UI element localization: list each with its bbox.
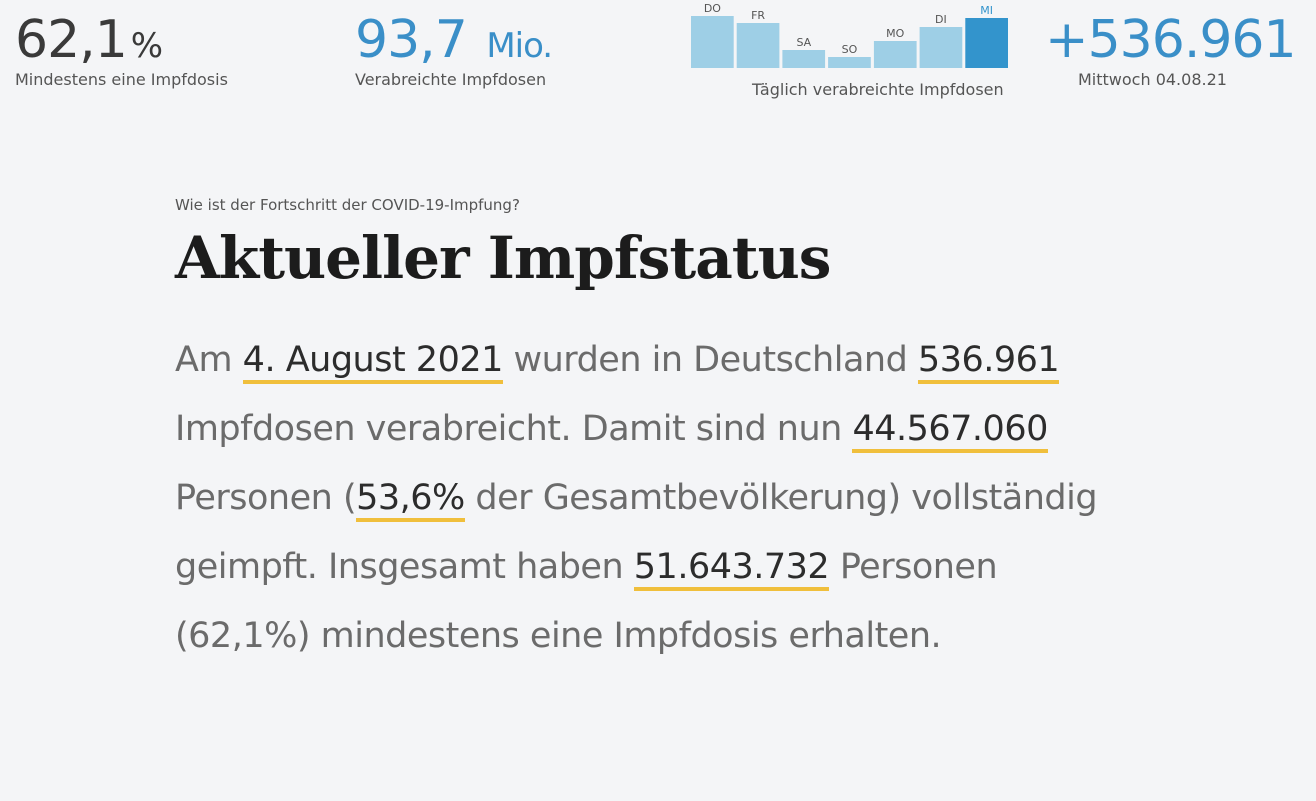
first-dose-value-row: 62,1% (15, 14, 228, 66)
bar-sa (782, 50, 826, 68)
bar-fr (736, 23, 780, 68)
highlight-doses-today: 536.961 (917, 340, 1060, 384)
today-doses-value: +536.961 (1045, 10, 1297, 70)
bar-label-mo: MO (886, 27, 904, 40)
summary-text: der Gesamtbevölkerung) vollständig geimp… (175, 478, 1098, 587)
today-date-label: Mittwoch 04.08.21 (1078, 70, 1227, 89)
summary-text: wurden in Deutschland (502, 340, 918, 380)
highlight-first-dose-count: 51.643.732 (633, 547, 830, 591)
article: Wie ist der Fortschritt der COVID-19-Imp… (175, 196, 1135, 671)
total-doses-stat: 93,7 Mio. Verabreichte Impfdosen (355, 14, 553, 89)
summary-text: Personen (62,1%) mindestens eine Impfdos… (175, 547, 998, 656)
first-dose-label: Mindestens eine Impfdosis (15, 70, 228, 89)
highlight-date: 4. August 2021 (242, 340, 503, 384)
bar-mi (965, 18, 1008, 68)
bar-di (919, 27, 963, 68)
article-question: Wie ist der Fortschritt der COVID-19-Imp… (175, 196, 520, 214)
total-doses-unit: Mio. (486, 26, 553, 66)
total-doses-value-row: 93,7 Mio. (355, 14, 553, 66)
bar-mo (873, 41, 917, 68)
bar-label-do: DO (704, 2, 721, 15)
summary-text: Impfdosen verabreicht. Damit sind nun (175, 409, 853, 449)
bar-label-mi: MI (980, 4, 993, 17)
total-doses-label: Verabreichte Impfdosen (355, 70, 547, 89)
page-title: Aktueller Impfstatus (175, 224, 831, 292)
bar-label-fr: FR (751, 9, 765, 22)
bar-label-so: SO (842, 43, 858, 56)
highlight-fully-vaccinated: 44.567.060 (852, 409, 1048, 453)
bar-so (828, 57, 871, 68)
article-summary: Am 4. August 2021 wurden in Deutschland … (175, 326, 1115, 671)
daily-doses-chart: DO FR SA SO MO DI MI (691, 2, 1008, 68)
total-doses-value: 93,7 (355, 10, 468, 70)
today-doses-stat: +536.961 Mittwoch 04.08.21 (1045, 10, 1297, 89)
first-dose-value: 62,1 (15, 10, 128, 70)
highlight-fully-pct: 53,6% (356, 478, 465, 522)
summary-text: Am (175, 340, 243, 380)
daily-doses-caption: Täglich verabreichte Impfdosen (752, 80, 1004, 99)
bar-label-sa: SA (796, 36, 811, 49)
bar-do (691, 16, 734, 68)
bar-label-di: DI (935, 13, 947, 26)
summary-text: Personen ( (175, 478, 357, 518)
first-dose-stat: 62,1% Mindestens eine Impfdosis (15, 14, 228, 89)
first-dose-unit: % (130, 26, 163, 66)
